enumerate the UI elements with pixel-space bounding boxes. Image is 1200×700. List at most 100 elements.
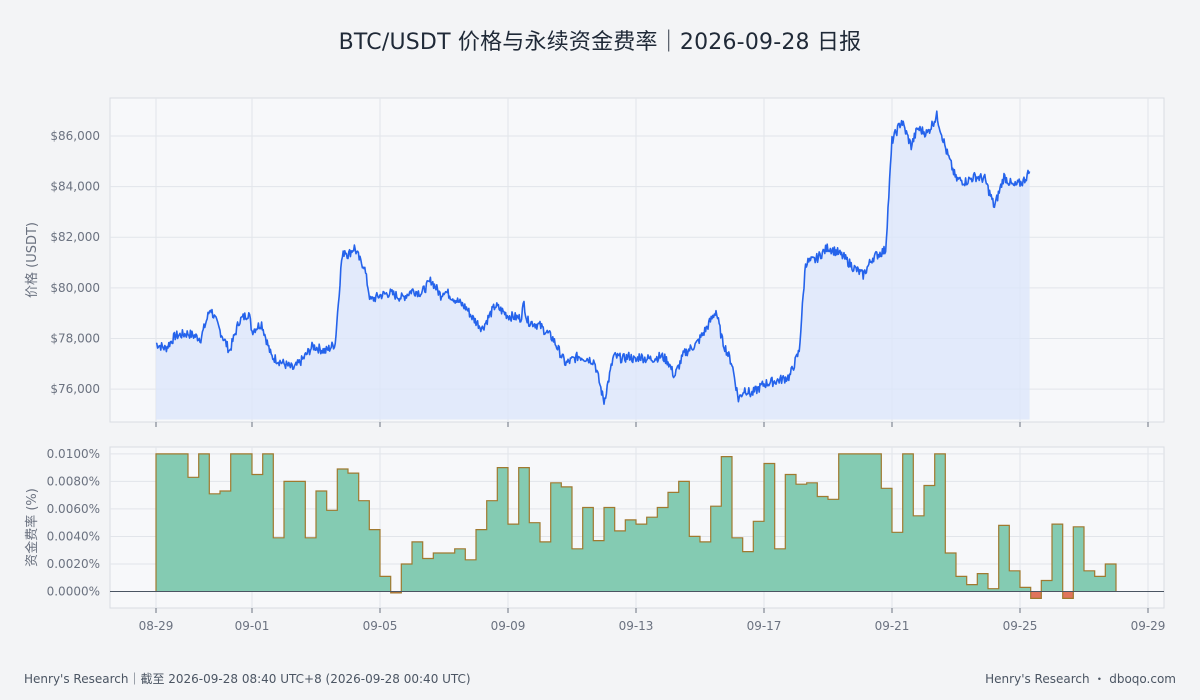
funding-bar-positive	[1052, 524, 1063, 592]
x-tick-label: 08-29	[139, 619, 174, 633]
funding-bar-positive	[1105, 563, 1117, 592]
funding-bar-positive	[337, 469, 349, 592]
price-area-fill	[156, 111, 1030, 420]
funding-bar-positive	[252, 474, 263, 592]
x-axis: 08-29 09-01 09-05 09-09 09-13 09-17 09-21 09-25…	[139, 422, 1166, 633]
funding-bar-positive	[625, 519, 637, 592]
price-panel: $76,000 $78,000 $80,000 $82,000 $84,000 $86,0…	[24, 97, 1165, 423]
funding-bar-positive	[806, 482, 818, 592]
price-y-tick-label: $80,000	[50, 281, 100, 295]
funding-bar-positive	[636, 524, 647, 592]
x-tick-label: 09-13	[619, 619, 654, 633]
funding-bar-positive	[305, 537, 317, 592]
funding-bar-negative	[1062, 591, 1074, 599]
funding-bar-positive	[188, 477, 199, 592]
funding-bar-positive	[412, 541, 423, 592]
funding-y-tick-label: 0.0080%	[47, 474, 100, 488]
funding-bar-positive	[422, 558, 434, 592]
funding-bar-positive	[1009, 570, 1021, 592]
funding-bar-positive	[198, 453, 210, 592]
price-y-tick-label: $76,000	[50, 382, 100, 396]
funding-y-tick-label: 0.0060%	[47, 502, 100, 516]
funding-bar-positive	[220, 491, 231, 592]
funding-y-tick-label: 0.0000%	[47, 584, 100, 598]
funding-bar-positive	[273, 537, 285, 592]
funding-bar-positive	[721, 456, 733, 592]
funding-bar-positive	[294, 481, 306, 592]
funding-y-axis: 0.0000% 0.0020% 0.0040% 0.0060% 0.0080% 0.010…	[47, 447, 100, 599]
funding-bar-positive	[646, 517, 658, 592]
funding-bar-positive	[444, 552, 455, 592]
funding-bars	[156, 453, 1117, 599]
funding-bar-positive	[284, 481, 295, 592]
price-y-tick-label: $84,000	[50, 180, 100, 194]
funding-y-tick-label: 0.0020%	[47, 557, 100, 571]
funding-bar-positive	[1020, 587, 1031, 592]
funding-bar-positive	[1041, 580, 1053, 592]
price-y-tick-label: $82,000	[50, 230, 100, 244]
price-y-axis-title: 价格 (USDT)	[24, 222, 40, 298]
funding-bar-positive	[518, 467, 530, 592]
footer-source: Henry's Research｜截至 2026-09-28 08:40 UTC…	[24, 672, 471, 686]
funding-bar-positive	[828, 499, 839, 592]
funding-bar-positive	[913, 515, 925, 592]
funding-bar-positive	[892, 532, 903, 592]
funding-bar-positive	[710, 506, 722, 592]
funding-panel: 0.0000% 0.0020% 0.0040% 0.0060% 0.0080% 0.010…	[24, 446, 1165, 609]
funding-bar-positive	[433, 552, 445, 592]
funding-bar-positive	[796, 484, 807, 592]
funding-bar-positive	[849, 453, 861, 592]
x-tick-label: 09-17	[747, 619, 782, 633]
funding-bar-positive	[380, 576, 391, 592]
x-tick-label: 09-29	[1131, 619, 1166, 633]
funding-bar-positive	[550, 482, 562, 592]
funding-bar-positive	[497, 467, 509, 592]
funding-bar-positive	[689, 536, 701, 592]
price-line	[155, 110, 1031, 405]
price-y-tick-label: $78,000	[50, 331, 100, 345]
funding-bar-positive	[358, 500, 370, 592]
funding-bar-positive	[316, 491, 327, 592]
funding-bar-positive	[326, 510, 338, 592]
funding-bar-positive	[838, 453, 850, 592]
x-tick-label: 09-25	[1003, 619, 1038, 633]
funding-bar-positive	[604, 507, 615, 592]
funding-bar-positive	[561, 486, 573, 592]
funding-bar-positive	[870, 453, 882, 592]
funding-bar-positive	[753, 521, 765, 592]
x-tick-label: 09-21	[875, 619, 910, 633]
funding-bar-positive	[476, 529, 487, 592]
funding-bar-positive	[593, 540, 605, 592]
funding-step-line	[155, 453, 1117, 599]
chart-title: BTC/USDT 价格与永续资金费率｜2026-09-28 日报	[338, 30, 862, 55]
funding-bar-positive	[1084, 570, 1095, 592]
funding-y-tick-label: 0.0100%	[47, 447, 100, 461]
funding-bar-positive	[945, 552, 957, 592]
funding-y-tick-label: 0.0040%	[47, 529, 100, 543]
funding-bar-positive	[454, 548, 466, 592]
funding-bar-positive	[529, 522, 541, 592]
price-y-axis: $76,000 $78,000 $80,000 $82,000 $84,000 $86,0…	[50, 129, 100, 396]
funding-bar-positive	[1094, 576, 1106, 592]
funding-bar-positive	[956, 576, 967, 592]
funding-bar-positive	[774, 548, 786, 592]
funding-bar-positive	[209, 493, 221, 592]
funding-bar-positive	[977, 573, 989, 592]
funding-bar-positive	[881, 488, 893, 592]
funding-bar-positive	[1073, 526, 1085, 592]
funding-y-axis-title: 资金费率 (%)	[24, 488, 40, 567]
x-tick-label: 09-01	[235, 619, 270, 633]
funding-bar-negative	[390, 591, 402, 593]
funding-bar-positive	[657, 507, 669, 592]
funding-bar-positive	[860, 453, 871, 592]
x-tick-label: 09-09	[491, 619, 526, 633]
funding-bar-positive	[678, 481, 690, 592]
funding-bar-negative	[1030, 591, 1042, 599]
funding-bar-positive	[934, 453, 946, 592]
footer-site: Henry's Research ・ dboqo.com	[985, 672, 1176, 686]
funding-bar-positive	[486, 500, 498, 592]
funding-bar-positive	[902, 453, 914, 592]
funding-bar-positive	[700, 541, 711, 592]
